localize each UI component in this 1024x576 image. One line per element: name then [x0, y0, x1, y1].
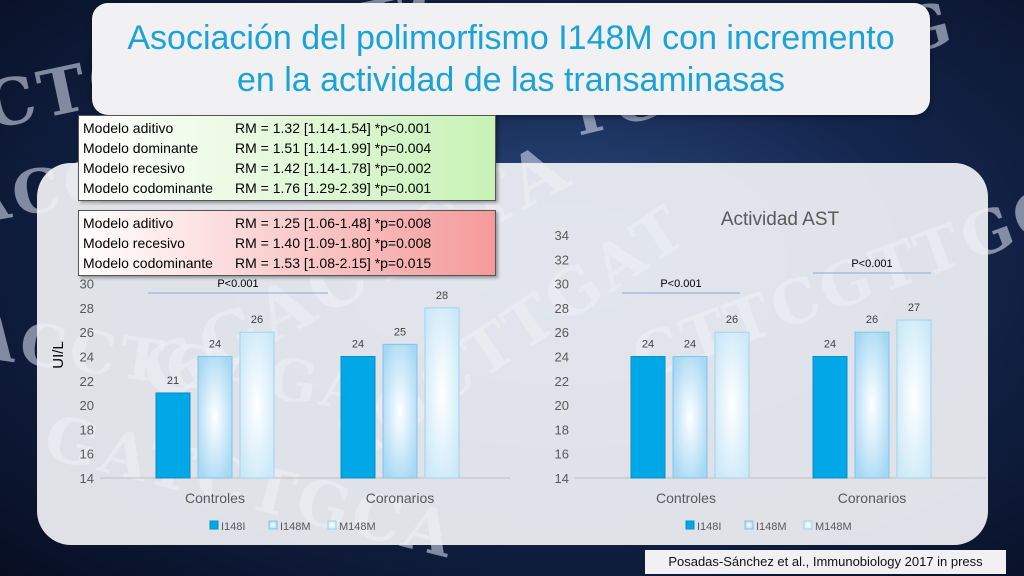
y-tick-label: 28 [555, 301, 569, 316]
legend-label: I148I [697, 521, 721, 533]
legend-swatch [268, 520, 278, 530]
data-label: 25 [394, 326, 406, 338]
data-label: 21 [167, 375, 179, 387]
model-name: Modelo recesivo [83, 160, 185, 176]
title-line-2: en la actividad de las transaminasas [236, 61, 786, 99]
bar-M148M [896, 319, 932, 479]
ast-row: Modelo recesivo RM = 1.40 [1.09-1.80] *p=… [83, 233, 491, 253]
y-tick-label: 30 [555, 277, 569, 292]
alt-row: Modelo codominante RM = 1.76 [1.29-2.39] … [83, 178, 491, 198]
ast-stats-box: Modelo aditivo RM = 1.25 [1.06-1.48] *p=0… [78, 210, 496, 276]
y-tick-label: 18 [555, 422, 569, 437]
model-stat: RM = 1.40 [1.09-1.80] *p=0.008 [235, 235, 432, 251]
model-stat: RM = 1.76 [1.29-2.39] *p=0.001 [235, 180, 432, 196]
legend-swatch [744, 520, 754, 530]
chart-title: Actividad AST [721, 209, 840, 230]
alt-row: Modelo dominante RM = 1.51 [1.14-1.99] *p… [83, 138, 491, 158]
bar-I148I [340, 356, 376, 479]
model-name: Modelo codominante [83, 180, 213, 196]
category-label: Controles [656, 490, 716, 506]
model-stat: RM = 1.32 [1.14-1.54] *p<0.001 [235, 120, 432, 136]
model-stat: RM = 1.51 [1.14-1.99] *p=0.004 [235, 140, 432, 156]
data-label: 28 [436, 290, 448, 302]
bar-I148M [197, 356, 233, 479]
y-tick-label: 32 [555, 252, 569, 267]
data-label: 26 [866, 314, 878, 326]
y-axis-label: UI/L [50, 341, 67, 369]
category-label: Coronarios [366, 490, 434, 506]
y-tick-label: 30 [80, 277, 94, 292]
ast-row: Modelo codominante RM = 1.53 [1.08-2.15] … [83, 253, 491, 273]
bar-I148M [854, 331, 890, 479]
model-name: Modelo recesivo [83, 235, 185, 251]
bar-I148I [630, 356, 666, 479]
y-tick-label: 28 [80, 301, 94, 316]
data-label: 27 [908, 302, 920, 314]
data-label: 24 [352, 339, 364, 351]
data-label: 24 [209, 339, 221, 351]
bar-I148I [812, 356, 848, 479]
y-tick-label: 14 [555, 471, 569, 486]
legend-swatch [327, 520, 337, 530]
model-stat: RM = 1.42 [1.14-1.78] *p=0.002 [235, 160, 432, 176]
data-label: 26 [726, 314, 738, 326]
category-label: Controles [185, 490, 245, 506]
title-line-1: Asociación del polimorfismo I148M con in… [127, 19, 895, 57]
bar-I148I [155, 392, 191, 479]
model-stat: RM = 1.25 [1.06-1.48] *p=0.008 [235, 215, 432, 231]
y-tick-label: 22 [555, 374, 569, 389]
data-label: 24 [684, 339, 696, 351]
y-tick-label: 26 [555, 325, 569, 340]
title-box: Asociación del polimorfismo I148M con in… [92, 3, 930, 115]
y-tick-label: 14 [80, 471, 94, 486]
y-tick-label: 20 [555, 398, 569, 413]
bar-I148M [382, 343, 418, 479]
legend-label: I148M [280, 521, 311, 533]
ast-row: Modelo aditivo RM = 1.25 [1.06-1.48] *p=0… [83, 213, 491, 233]
model-name: Modelo aditivo [83, 215, 174, 231]
model-name: Modelo codominante [83, 255, 213, 271]
model-name: Modelo aditivo [83, 120, 174, 136]
alt-stats-box: Modelo aditivo RM = 1.32 [1.14-1.54] *p<0… [78, 115, 496, 201]
legend-label: M148M [339, 521, 376, 533]
model-stat: RM = 1.53 [1.08-2.15] *p=0.015 [235, 255, 432, 271]
legend-swatch [803, 520, 813, 530]
alt-row: Modelo recesivo RM = 1.42 [1.14-1.78] *p=… [83, 158, 491, 178]
significance-label: P<0.001 [851, 258, 892, 270]
y-tick-label: 24 [80, 350, 94, 365]
y-tick-label: 20 [80, 398, 94, 413]
legend-label: I148M [756, 521, 787, 533]
source-citation: Posadas-Sánchez et al., Immunobiology 20… [645, 550, 1006, 574]
data-label: 26 [251, 314, 263, 326]
data-label: 24 [824, 339, 836, 351]
category-label: Coronarios [838, 490, 906, 506]
legend-swatch [685, 520, 695, 530]
bar-M148M [239, 331, 275, 479]
y-tick-label: 26 [80, 325, 94, 340]
model-name: Modelo dominante [83, 140, 199, 156]
y-tick-label: 24 [555, 350, 569, 365]
bar-I148M [672, 356, 708, 479]
y-tick-label: 34 [555, 228, 569, 243]
legend-label: I148I [221, 521, 245, 533]
significance-label: P<0.001 [660, 278, 701, 290]
y-tick-label: 16 [555, 447, 569, 462]
alt-row: Modelo aditivo RM = 1.32 [1.14-1.54] *p<0… [83, 118, 491, 138]
y-tick-label: 16 [80, 447, 94, 462]
y-tick-label: 18 [80, 422, 94, 437]
legend-swatch [209, 520, 219, 530]
y-tick-label: 22 [80, 374, 94, 389]
significance-label: P<0.001 [217, 278, 258, 290]
slide-title: Asociación del polimorfismo I148M con in… [127, 17, 894, 101]
bar-M148M [714, 331, 750, 479]
legend-label: M148M [815, 521, 852, 533]
bar-M148M [424, 307, 460, 479]
data-label: 24 [642, 339, 654, 351]
